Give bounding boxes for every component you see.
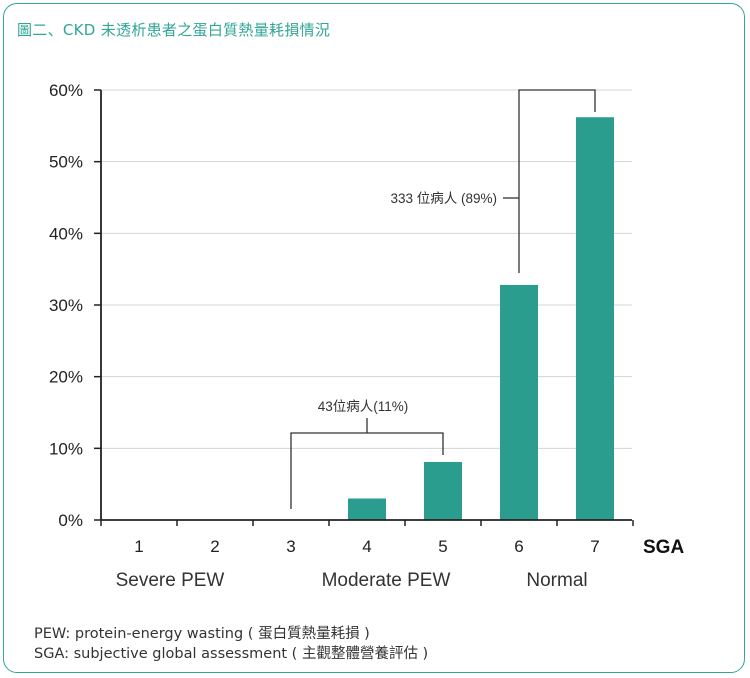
x-tick-label: 1 (134, 537, 143, 556)
bracket-43-patients (290, 432, 444, 509)
y-tick-label: 50% (49, 153, 83, 172)
x-tick-label: 7 (590, 537, 599, 556)
x-tick-label: 5 (438, 537, 447, 556)
gridlines (101, 89, 632, 449)
bar-sga-5 (424, 461, 462, 520)
y-tick-label: 30% (49, 296, 83, 315)
figure-frame (3, 3, 745, 673)
group-label: Severe PEW (116, 570, 225, 591)
x-tick-label: 4 (362, 537, 371, 556)
x-axis-label: SGA (643, 537, 684, 558)
y-tick-label: 20% (49, 368, 83, 387)
axes (94, 89, 634, 526)
figure-title: 圖二、CKD 未透析患者之蛋白質熱量耗損情況 (17, 21, 331, 39)
x-tick-label: 2 (210, 537, 219, 556)
bracket-333-patients (518, 89, 596, 273)
x-tick-label: 3 (286, 537, 295, 556)
group-label: Moderate PEW (322, 570, 451, 591)
group-label: Normal (526, 570, 587, 591)
y-tick-label: 40% (49, 224, 83, 243)
tick-labels: 0% 10% 20% 30% 40% 50% 60% 1 2 3 4 5 6 7 SGA Severe PEW… (49, 81, 684, 591)
y-tick-label: 10% (49, 439, 83, 458)
bars (348, 117, 614, 520)
bar-sga-4 (348, 498, 386, 520)
x-tick-label: 6 (514, 537, 523, 556)
bar-sga-7 (576, 117, 614, 520)
footnote-sga: SGA: subjective global assessment ( 主觀整體… (34, 646, 429, 662)
annotation-333-patients: 333 位病人 (89%) (390, 191, 497, 206)
annotation-43-patients: 43位病人(11%) (318, 399, 409, 414)
annotations: 43位病人(11%) 333 位病人 (89%) (290, 89, 596, 509)
y-tick-label: 0% (58, 511, 83, 530)
bar-sga-6 (500, 284, 538, 520)
footnote-pew: PEW: protein-energy wasting ( 蛋白質熱量耗損 ) (34, 626, 370, 642)
y-tick-label: 60% (49, 81, 83, 100)
